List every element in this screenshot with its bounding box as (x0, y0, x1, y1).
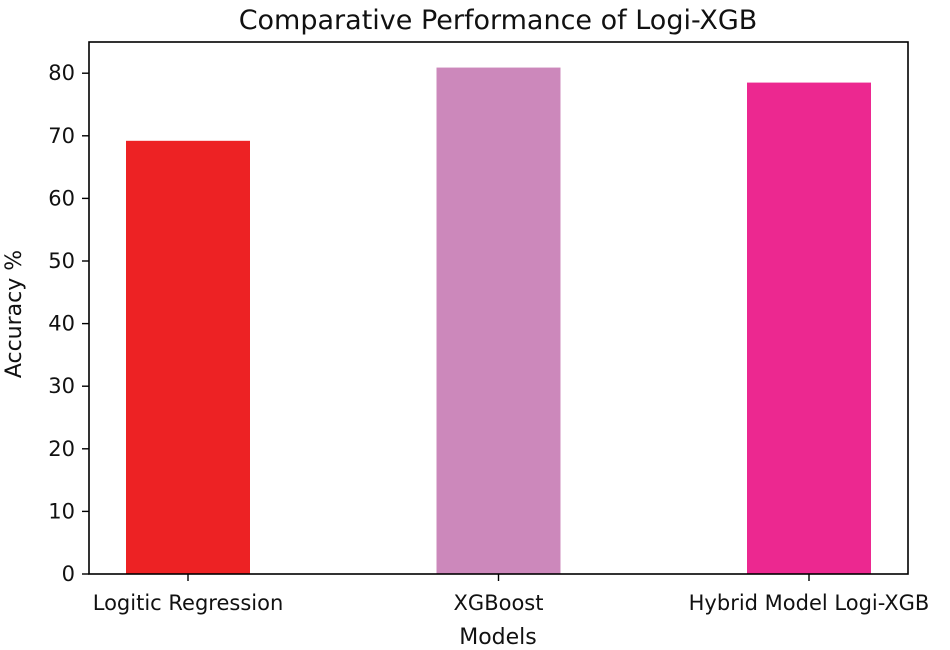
bar-3 (747, 82, 871, 574)
y-tick-label: 70 (48, 124, 75, 148)
y-tick-label: 30 (48, 374, 75, 398)
bar-2 (436, 67, 561, 574)
y-axis: 0 10 20 30 40 50 60 70 80 (48, 61, 89, 586)
x-tick-label: XGBoost (454, 591, 544, 615)
x-axis: Logitic Regression XGBoost Hybrid Model Lo… (93, 574, 930, 615)
x-axis-label: Models (459, 625, 537, 650)
y-tick-label: 0 (62, 562, 75, 586)
y-tick-label: 80 (48, 61, 75, 85)
y-tick-label: 10 (48, 499, 75, 523)
y-axis-label: Accuracy % (2, 250, 27, 378)
x-tick-label: Logitic Regression (93, 591, 284, 615)
y-tick-label: 40 (48, 312, 75, 336)
bars-group (126, 67, 871, 575)
bar-1 (126, 140, 250, 575)
y-tick-label: 60 (48, 186, 75, 210)
chart-title: Comparative Performance of Logi-XGB (239, 5, 758, 36)
y-tick-label: 50 (48, 249, 75, 273)
x-tick-label: Hybrid Model Logi-XGB (689, 591, 930, 615)
y-tick-label: 20 (48, 437, 75, 461)
